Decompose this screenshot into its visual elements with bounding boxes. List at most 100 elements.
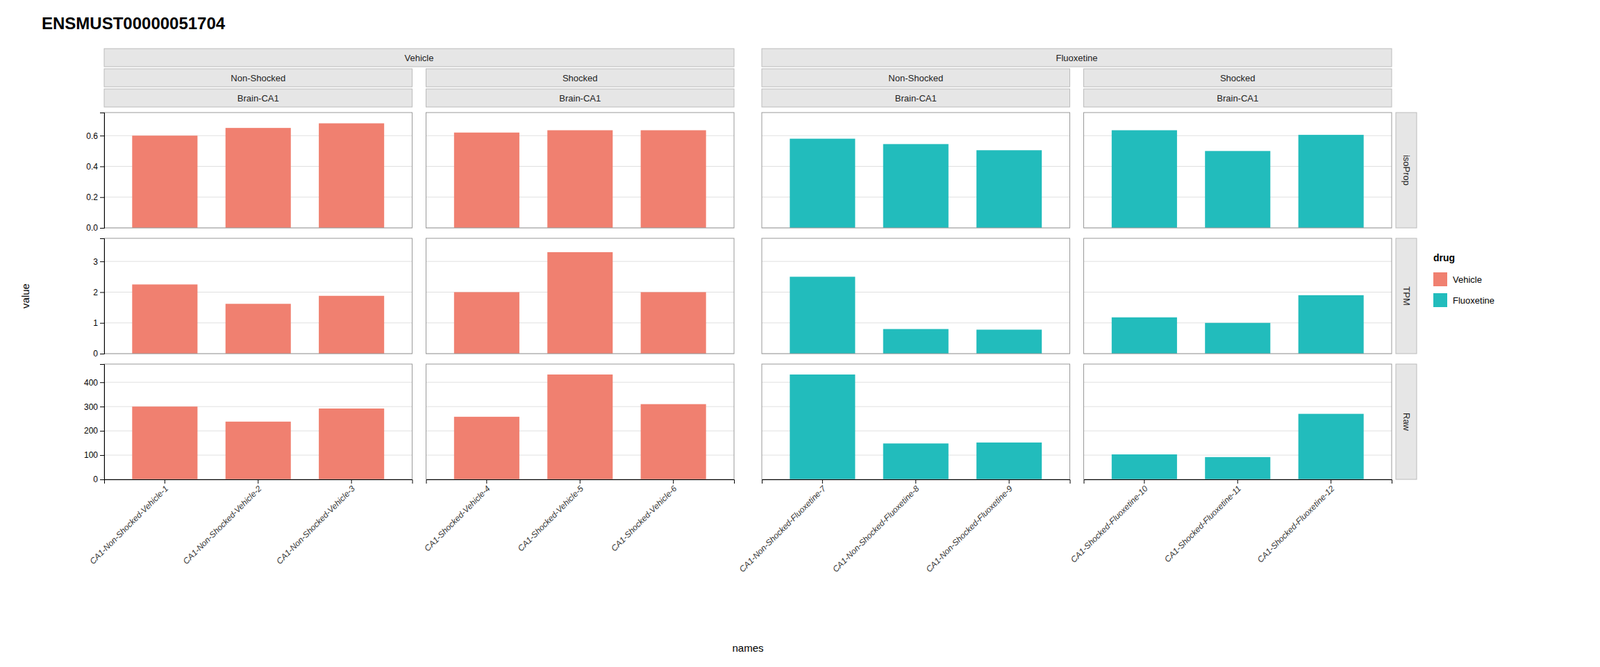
y-tick: 2 xyxy=(93,287,105,298)
x-axis-line xyxy=(426,479,735,485)
panel: CA1-Shocked-Vehicle-4CA1-Shocked-Vehicle… xyxy=(422,363,735,553)
bars xyxy=(789,138,1042,228)
bar xyxy=(976,329,1042,354)
strip-background xyxy=(104,48,735,67)
bar xyxy=(1204,322,1271,354)
x-tick: CA1-Shocked-Fluoxetine-10 xyxy=(1068,479,1150,565)
strip-background xyxy=(426,88,735,107)
bars xyxy=(454,129,707,228)
bar xyxy=(883,443,949,480)
y-tick: 0.0 xyxy=(86,222,105,233)
strip-background xyxy=(761,48,1392,67)
plot-frame xyxy=(1084,112,1393,228)
x-tick-mark xyxy=(486,479,487,484)
grid xyxy=(104,381,413,480)
strip: Fluoxetine xyxy=(761,48,1392,67)
bars xyxy=(454,374,707,480)
grid-line xyxy=(1084,291,1393,293)
legend-label: Vehicle xyxy=(1452,274,1482,285)
x-axis-title: names xyxy=(731,641,764,654)
strip-label: Brain-CA1 xyxy=(237,93,280,104)
x-tick-mark xyxy=(822,479,823,484)
plot-frame xyxy=(426,363,735,480)
y-axis-line xyxy=(100,364,105,480)
strip: Non-Shocked xyxy=(104,68,413,87)
x-tick: CA1-Non-Shocked-Vehicle-1 xyxy=(87,479,171,566)
plot-area xyxy=(426,238,735,354)
x-tick-label: CA1-Non-Shocked-Fluoxetine-7 xyxy=(737,482,829,574)
grid-line xyxy=(761,135,1071,137)
title: ENSMUST00000051704 xyxy=(41,13,226,33)
y-tick-mark xyxy=(100,197,105,198)
bar xyxy=(318,122,385,228)
x-tick-mark xyxy=(164,479,166,484)
y-tick: 300 xyxy=(84,401,105,412)
bars xyxy=(131,122,385,228)
bar xyxy=(1204,150,1271,228)
bar xyxy=(454,132,520,228)
grid-line xyxy=(761,261,1071,262)
plot-frame xyxy=(104,112,413,228)
bar xyxy=(547,252,613,354)
bar xyxy=(225,127,291,228)
x-tick: CA1-Shocked-Fluoxetine-12 xyxy=(1255,479,1337,565)
y-tick-label: 0.0 xyxy=(86,222,98,233)
grid-line xyxy=(1084,261,1393,262)
y-tick-label: 0 xyxy=(93,348,98,359)
plot-area xyxy=(1084,363,1393,480)
strip-background xyxy=(1395,238,1417,354)
strip-background xyxy=(761,68,1071,87)
plot-area xyxy=(104,112,413,228)
strip: isoProp xyxy=(1395,112,1417,228)
plot-area xyxy=(104,238,413,354)
grid xyxy=(1084,381,1393,480)
bars xyxy=(131,406,385,480)
legend-item: Fluoxetine xyxy=(1433,293,1495,307)
bar xyxy=(318,295,385,354)
panel: 0123 xyxy=(93,238,412,359)
bar xyxy=(454,291,520,354)
bar xyxy=(1298,413,1364,480)
strip: Brain-CA1 xyxy=(426,88,735,107)
x-tick: CA1-Non-Shocked-Fluoxetine-9 xyxy=(924,479,1015,574)
strip-background xyxy=(426,68,735,87)
panel: CA1-Shocked-Fluoxetine-10 CA1-Shocked-Flu… xyxy=(1068,363,1393,565)
panel xyxy=(761,112,1071,228)
grid xyxy=(104,261,413,354)
bar xyxy=(1111,454,1178,480)
x-tick: CA1-Shocked-Vehicle-5 xyxy=(515,479,586,553)
bar xyxy=(547,374,613,480)
x-axis-line xyxy=(762,479,1071,485)
x-tick-label: CA1-Shocked-Fluoxetine-10 xyxy=(1068,483,1150,565)
legend-swatch xyxy=(1433,293,1448,307)
bars xyxy=(789,276,1042,354)
strip-label: Brain-CA1 xyxy=(895,93,937,104)
x-tick-label: CA1-Non-Shocked-Vehicle-1 xyxy=(87,483,171,566)
strip: Raw xyxy=(1395,363,1417,480)
y-tick-label: 400 xyxy=(84,377,98,388)
bar xyxy=(883,329,949,354)
y-tick: 1 xyxy=(93,318,105,328)
bar xyxy=(976,442,1042,480)
y-tick-label: 0.4 xyxy=(86,161,98,172)
y-tick-label: 0.6 xyxy=(86,131,98,141)
y-tick: 200 xyxy=(84,425,105,436)
strip: Vehicle xyxy=(104,48,735,67)
plot-frame xyxy=(761,238,1071,354)
bars xyxy=(454,252,707,354)
x-tick-mark xyxy=(351,479,353,484)
plot-area xyxy=(761,112,1071,228)
bar xyxy=(131,135,198,228)
strip-label: Non-Shocked xyxy=(888,72,944,84)
plot-area xyxy=(426,112,735,228)
x-tick-mark xyxy=(257,479,259,484)
x-tick-label: CA1-Non-Shocked-Fluoxetine-9 xyxy=(924,483,1015,574)
grid xyxy=(761,261,1071,354)
plot-area xyxy=(1084,112,1393,228)
y-tick-mark xyxy=(100,353,105,355)
strip-label: Non-Shocked xyxy=(230,72,286,84)
x-tick: CA1-Non-Shocked-Vehicle-3 xyxy=(274,479,357,566)
bar xyxy=(131,284,198,354)
x-tick-mark xyxy=(672,479,674,484)
bar xyxy=(789,374,855,480)
